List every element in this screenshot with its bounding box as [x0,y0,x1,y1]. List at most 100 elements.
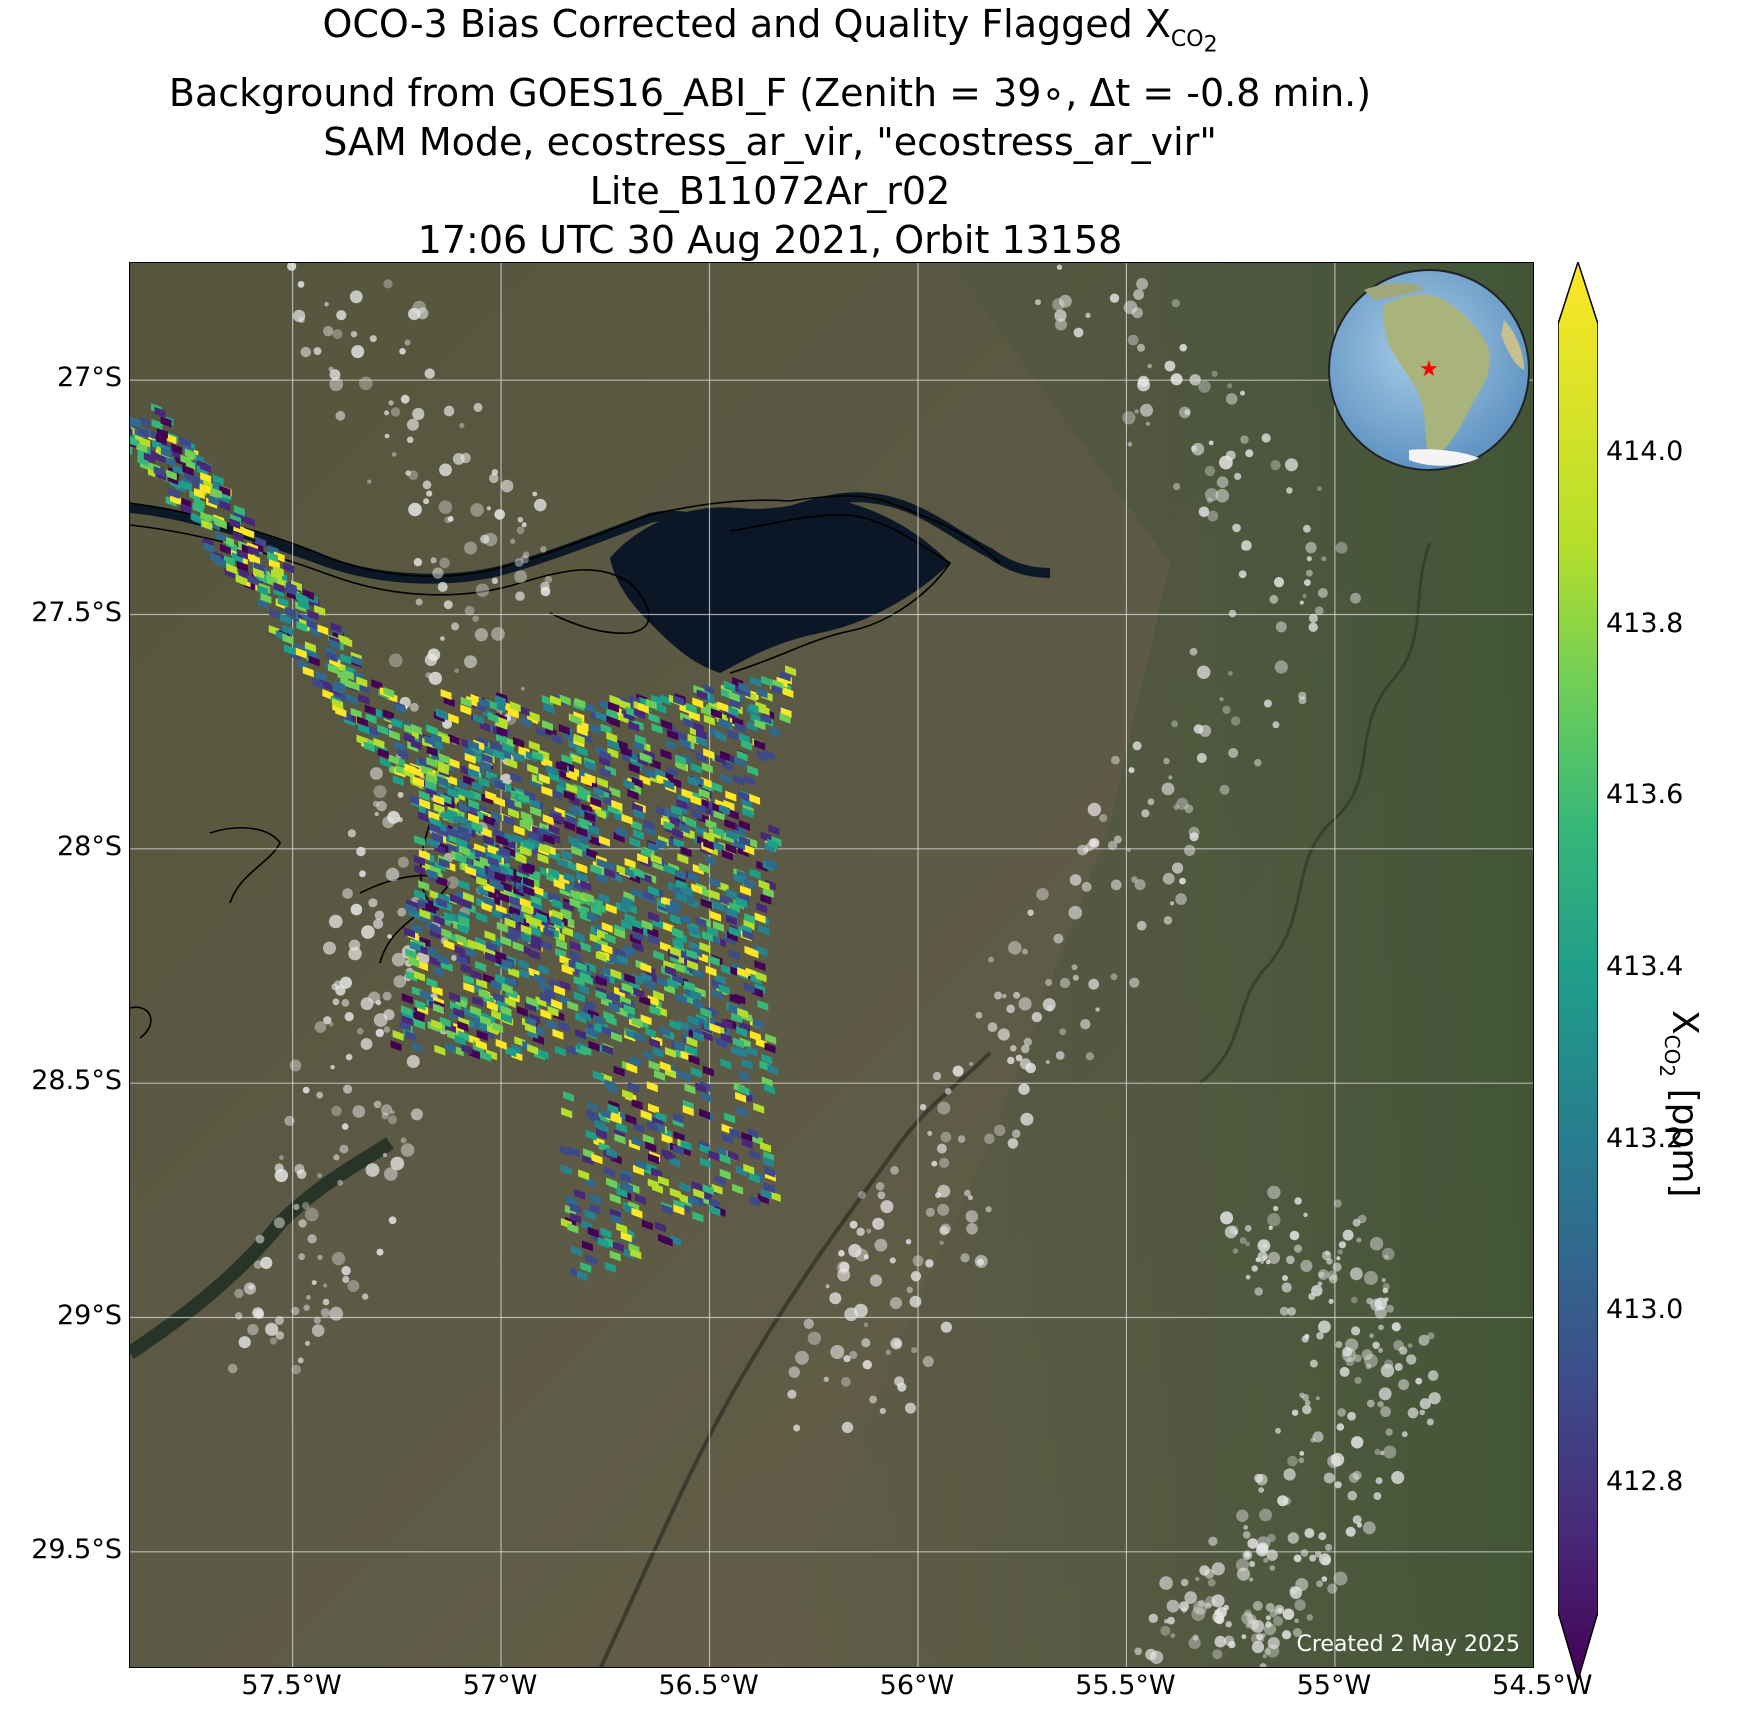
sounding-pixel [401,993,413,1005]
cloud-puff [1323,1472,1335,1484]
sounding-pixel [726,907,738,919]
cloud-puff [1263,1557,1269,1563]
sounding-pixel [728,691,740,703]
cloud-puff [426,490,433,497]
cloud-puff [274,1316,284,1325]
sounding-pixel [219,485,231,497]
sounding-pixel [561,849,573,861]
sounding-pixel [474,701,486,713]
sounding-pixel [614,927,626,939]
sounding-pixel [271,569,283,581]
sounding-pixel [513,751,525,763]
cloud-puff [1189,647,1198,656]
sounding-pixel [613,1065,625,1077]
sounding-pixel [727,1150,739,1162]
cloud-puff [1195,1576,1200,1582]
sounding-pixel [563,872,575,884]
sounding-pixel [136,442,148,454]
sounding-pixel [754,912,766,924]
cloud-puff [1140,403,1153,417]
sounding-pixel [553,985,565,997]
cloud-puff [1245,1274,1251,1280]
sounding-pixel [701,930,713,942]
sounding-pixel [726,914,738,926]
cloud-puff [1345,1357,1355,1366]
sounding-pixel [507,707,519,719]
sounding-pixel [480,1050,492,1062]
cloud-puff [359,376,373,391]
cloud-puff [1020,1112,1034,1126]
cloud-puff [1228,609,1237,618]
cloud-puff [964,1189,971,1197]
sounding-pixel [667,729,679,741]
cloud-puff [1336,1423,1345,1431]
cloud-puff [909,1295,922,1308]
sounding-pixel [702,1183,714,1195]
sounding-pixel [417,960,429,972]
sounding-pixel [348,680,360,692]
map-panel[interactable]: Created 2 May 2025 ★ [129,262,1534,1668]
sounding-pixel [573,991,585,1003]
sounding-pixel [574,1028,586,1040]
sounding-pixel [486,1049,498,1061]
sounding-pixel [269,607,281,619]
cloud-puff [937,1203,950,1216]
sounding-pixel [296,621,308,633]
sounding-pixel [455,853,467,865]
sounding-pixel [699,1143,711,1155]
sounding-pixel [605,903,617,915]
cloud-puff [1171,720,1178,728]
cloud-puff [491,627,505,641]
cloud-puff [1236,1509,1249,1523]
sounding-pixel [648,1037,660,1049]
sounding-pixel [476,1029,488,1041]
cloud-puff [365,1163,380,1177]
sounding-pixel [690,762,702,774]
cloud-puff [305,1340,310,1346]
cloud-puff [1173,483,1181,491]
cloud-puff [1231,716,1241,726]
cloud-puff [1328,1274,1338,1284]
sounding-pixel [232,530,244,542]
sounding-pixel [401,1015,413,1027]
cloud-puff [858,1191,866,1199]
cloud-puff [1302,594,1307,599]
cloud-puff [324,301,329,307]
title-line-5: 17:06 UTC 30 Aug 2021, Orbit 13158 [417,217,1123,262]
cloud-puff [925,1207,935,1217]
sounding-pixel [606,1177,618,1189]
cloud-puff [1148,1613,1158,1624]
cloud-puff [328,366,334,372]
sounding-pixel [688,924,700,936]
cloud-puff [1266,1549,1278,1561]
cloud-puff [362,1293,369,1300]
sounding-pixel [734,722,746,734]
sounding-pixel [500,1005,512,1017]
sounding-pixel [233,505,245,517]
sounding-pixel [257,597,269,609]
sounding-pixel [413,1011,425,1023]
sounding-pixel [625,1113,637,1125]
cloud-puff [1428,1392,1441,1405]
sounding-pixel [680,846,692,858]
cloud-puff [1262,1654,1267,1659]
cloud-puff [1162,872,1175,885]
sounding-pixel [592,786,604,798]
sounding-pixel [462,891,474,903]
sounding-pixel [585,962,597,974]
cloud-puff [1267,1185,1281,1200]
sounding-pixel [695,802,707,814]
sounding-pixel [342,669,354,681]
sounding-pixel [247,574,259,586]
cloud-puff [1240,435,1249,444]
cloud-puff [489,473,499,484]
lon-tick-label: 57.5°W [241,1670,342,1701]
sounding-pixel [691,809,703,821]
cloud-puff [1261,1633,1266,1638]
cloud-puff [1168,775,1173,780]
sounding-pixel [551,733,563,745]
sounding-pixel [579,971,591,983]
sounding-pixel [633,808,645,820]
cloud-puff [317,1173,322,1179]
cloud-puff [514,570,527,584]
